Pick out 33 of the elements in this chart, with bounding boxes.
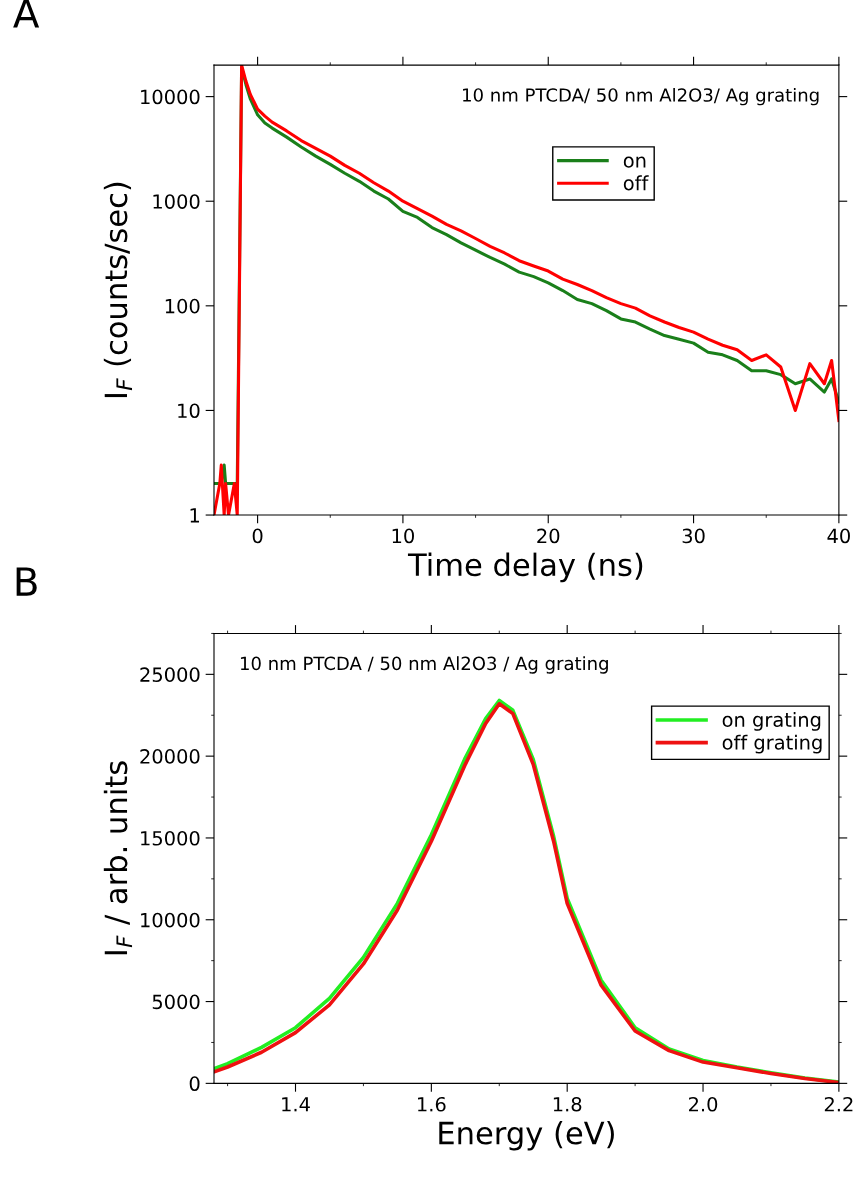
legend-label: on grating xyxy=(722,711,821,731)
x-tick-label: 40 xyxy=(827,528,850,544)
x-tick-label: 30 xyxy=(682,528,705,544)
y-tick-label: 0 xyxy=(189,1076,200,1092)
x-tick-label: 1.4 xyxy=(282,1097,310,1112)
legend-label: off grating xyxy=(722,734,822,754)
y-tick-label: 1 xyxy=(190,508,200,523)
x-tick-label: 20 xyxy=(537,528,560,544)
chart-title: A xyxy=(13,0,40,28)
y-tick-label: 10000 xyxy=(141,89,200,105)
y-tick-label: 1000 xyxy=(153,194,200,209)
annotation: 10 nm PTCDA/ 50 nm Al2O3/ Ag grating xyxy=(463,87,819,106)
y-axis-title: I$_{F}$ (counts/sec) xyxy=(103,182,133,398)
x-tick-label: 0 xyxy=(252,528,263,544)
x-tick-label: 1.6 xyxy=(418,1096,446,1112)
x-axis-title: Time delay (ns) xyxy=(407,552,643,583)
y-tick-label: 20000 xyxy=(140,749,200,764)
x-tick-label: 2.0 xyxy=(689,1096,718,1112)
x-tick-label: 1.8 xyxy=(553,1096,582,1112)
y-tick-label: 10000 xyxy=(141,912,200,928)
y-tick-label: 10 xyxy=(178,403,200,419)
x-tick-label: 10 xyxy=(392,528,414,544)
annotation: 10 nm PTCDA / 50 nm Al2O3 / Ag grating xyxy=(240,656,608,674)
y-tick-label: 25000 xyxy=(140,667,200,683)
y-tick-label: 15000 xyxy=(141,830,200,846)
y-axis-title: I$_{F}$ / arb. units xyxy=(103,761,133,955)
x-tick-label: 2.2 xyxy=(824,1096,853,1112)
x-axis-title: Energy (eV) xyxy=(439,1120,614,1151)
legend-label: on xyxy=(623,156,646,168)
legend-label: off xyxy=(623,175,649,191)
y-tick-label: 5000 xyxy=(152,994,200,1010)
y-tick-label: 100 xyxy=(165,298,200,314)
chart-title: B xyxy=(16,567,37,596)
